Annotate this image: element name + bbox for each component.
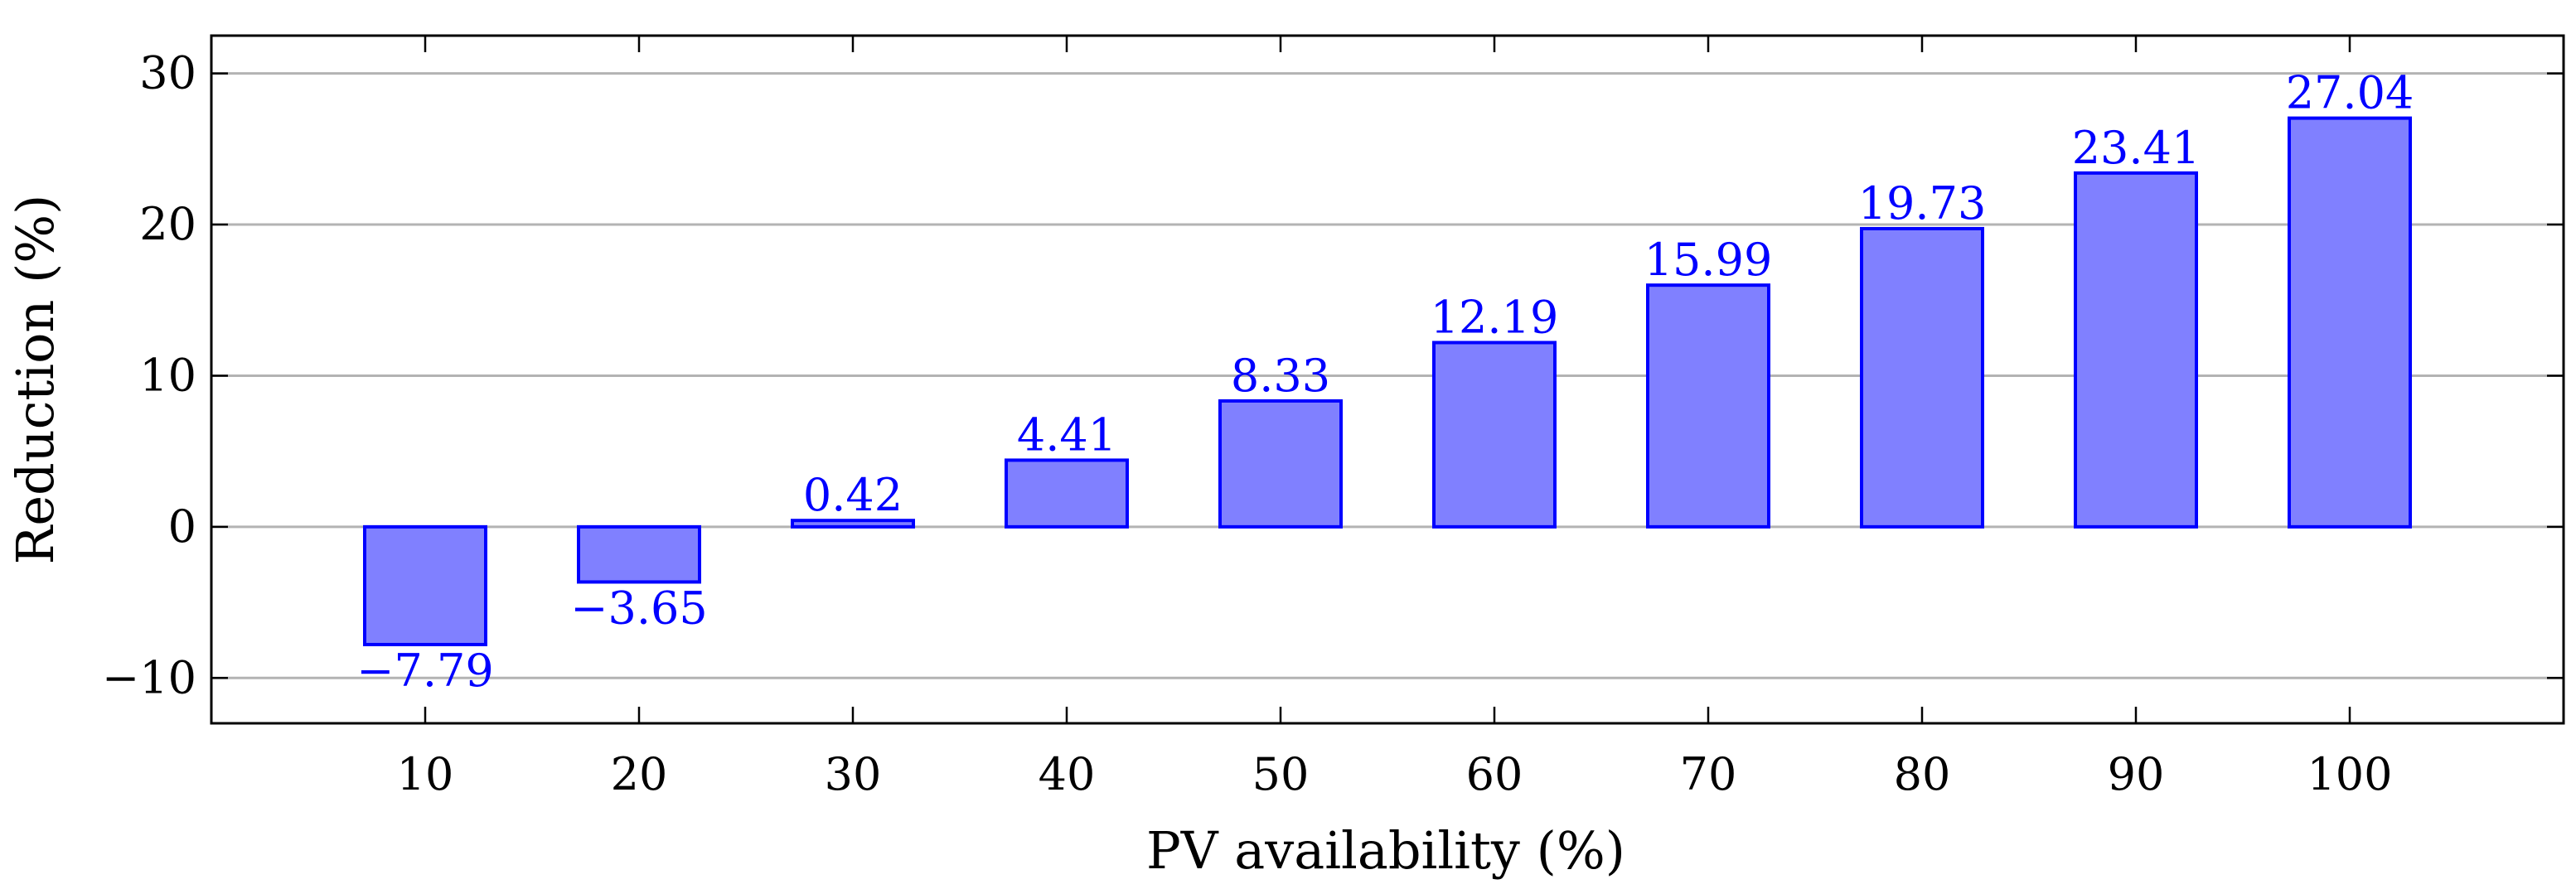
bar bbox=[1432, 341, 1557, 529]
bars bbox=[363, 116, 2412, 646]
y-tick-label: 10 bbox=[139, 349, 196, 401]
y-tick-label: 0 bbox=[168, 500, 196, 553]
plot-frame bbox=[210, 34, 2565, 725]
bar-value-label: 15.99 bbox=[1644, 234, 1773, 286]
bar-value-label: 27.04 bbox=[2286, 67, 2414, 119]
x-tick-label: 50 bbox=[1252, 748, 1310, 800]
x-tick-label: 100 bbox=[2307, 748, 2392, 800]
bar bbox=[1005, 458, 1129, 529]
y-axis-title: Reduction (%) bbox=[5, 195, 65, 565]
x-tick-label: 70 bbox=[1680, 748, 1737, 800]
x-axis-title: PV availability (%) bbox=[1146, 820, 1625, 881]
axis-ticks: −10 0 10 20 30 10 20 30 40 50 60 70 80 90 100 bbox=[102, 36, 2564, 800]
bar bbox=[2288, 116, 2412, 529]
bar bbox=[2074, 171, 2198, 529]
x-tick-label: 80 bbox=[1894, 748, 1951, 800]
x-tick-label: 30 bbox=[825, 748, 882, 800]
y-tick-label: 30 bbox=[139, 47, 196, 99]
bar bbox=[363, 524, 487, 646]
x-tick-label: 40 bbox=[1039, 748, 1096, 800]
bar-value-label: 12.19 bbox=[1431, 291, 1559, 343]
data-labels: −7.79 −3.65 0.42 4.41 8.33 12.19 15.99 19.73 23.… bbox=[356, 67, 2414, 697]
x-tick-label: 10 bbox=[397, 748, 454, 800]
x-tick-label: 20 bbox=[611, 748, 668, 800]
bar-value-label: 8.33 bbox=[1231, 350, 1330, 402]
y-tick-label: 20 bbox=[139, 198, 196, 250]
bar-value-label: 4.41 bbox=[1017, 408, 1116, 461]
bar bbox=[577, 524, 701, 584]
grid-lines bbox=[211, 72, 2564, 679]
bar-value-label: 19.73 bbox=[1858, 177, 1987, 229]
x-tick-label: 60 bbox=[1466, 748, 1523, 800]
bar-value-label: 23.41 bbox=[2072, 122, 2201, 174]
bar bbox=[1646, 283, 1770, 529]
bar bbox=[791, 519, 915, 529]
bar-value-label: −7.79 bbox=[356, 645, 493, 697]
bar-value-label: −3.65 bbox=[570, 582, 707, 634]
x-tick-label: 90 bbox=[2108, 748, 2165, 800]
bar-value-label: 0.42 bbox=[803, 469, 903, 521]
bar bbox=[1218, 399, 1343, 529]
bar bbox=[1860, 226, 1984, 529]
y-tick-label: −10 bbox=[102, 651, 196, 703]
